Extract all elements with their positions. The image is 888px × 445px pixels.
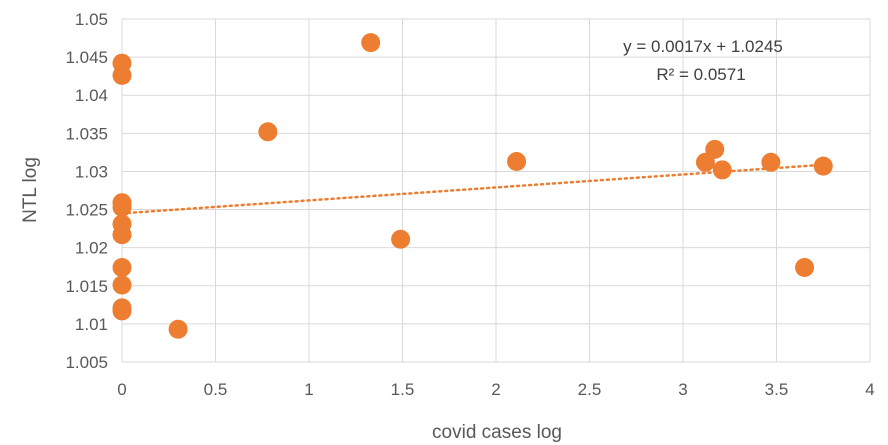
data-point xyxy=(112,65,132,85)
data-point xyxy=(813,156,833,176)
y-tick-label: 1.05 xyxy=(75,10,108,29)
points-layer xyxy=(112,33,833,339)
y-tick-label: 1.035 xyxy=(65,124,108,143)
grid-layer xyxy=(121,18,871,363)
trendline-layer xyxy=(120,163,825,215)
trendline-r2: R² = 0.0571 xyxy=(656,65,745,84)
data-point xyxy=(761,152,781,172)
x-tick-label: 0.5 xyxy=(204,380,228,399)
data-point xyxy=(112,257,132,277)
data-point xyxy=(712,160,732,180)
y-tick-label: 1.02 xyxy=(75,239,108,258)
x-tick-label: 1 xyxy=(304,380,313,399)
y-tick-label: 1.04 xyxy=(75,86,108,105)
data-point xyxy=(112,225,132,245)
x-tick-label: 1.5 xyxy=(391,380,415,399)
data-point xyxy=(168,319,188,339)
y-tick-label: 1.025 xyxy=(65,201,108,220)
data-point xyxy=(391,229,411,249)
x-tick-label: 2 xyxy=(491,380,500,399)
data-point xyxy=(112,301,132,321)
data-point xyxy=(258,122,278,142)
data-point xyxy=(112,197,132,217)
data-point xyxy=(705,139,725,159)
x-tick-label: 2.5 xyxy=(578,380,602,399)
x-tick-label: 0 xyxy=(117,380,126,399)
x-tick-label: 4 xyxy=(865,380,874,399)
y-tick-label: 1.015 xyxy=(65,277,108,296)
data-point xyxy=(112,275,132,295)
data-point xyxy=(361,33,381,53)
tick-labels: 0 0.5 1 1.5 2 2.5 3 3.5 4 1.005 1.01 1.015 1.02 1.025… xyxy=(65,10,874,399)
x-tick-label: 3 xyxy=(678,380,687,399)
x-tick-label: 3.5 xyxy=(765,380,789,399)
x-axis-title: covid cases log xyxy=(432,422,562,443)
y-tick-label: 1.01 xyxy=(75,315,108,334)
y-tick-label: 1.03 xyxy=(75,162,108,181)
y-tick-label: 1.005 xyxy=(65,353,108,372)
trendline xyxy=(120,163,825,215)
y-axis-title: NTL log xyxy=(20,157,41,223)
y-tick-label: 1.045 xyxy=(65,48,108,67)
data-point xyxy=(507,152,527,172)
trendline-equation: y = 0.0017x + 1.0245 xyxy=(623,37,783,56)
data-point xyxy=(795,257,815,277)
